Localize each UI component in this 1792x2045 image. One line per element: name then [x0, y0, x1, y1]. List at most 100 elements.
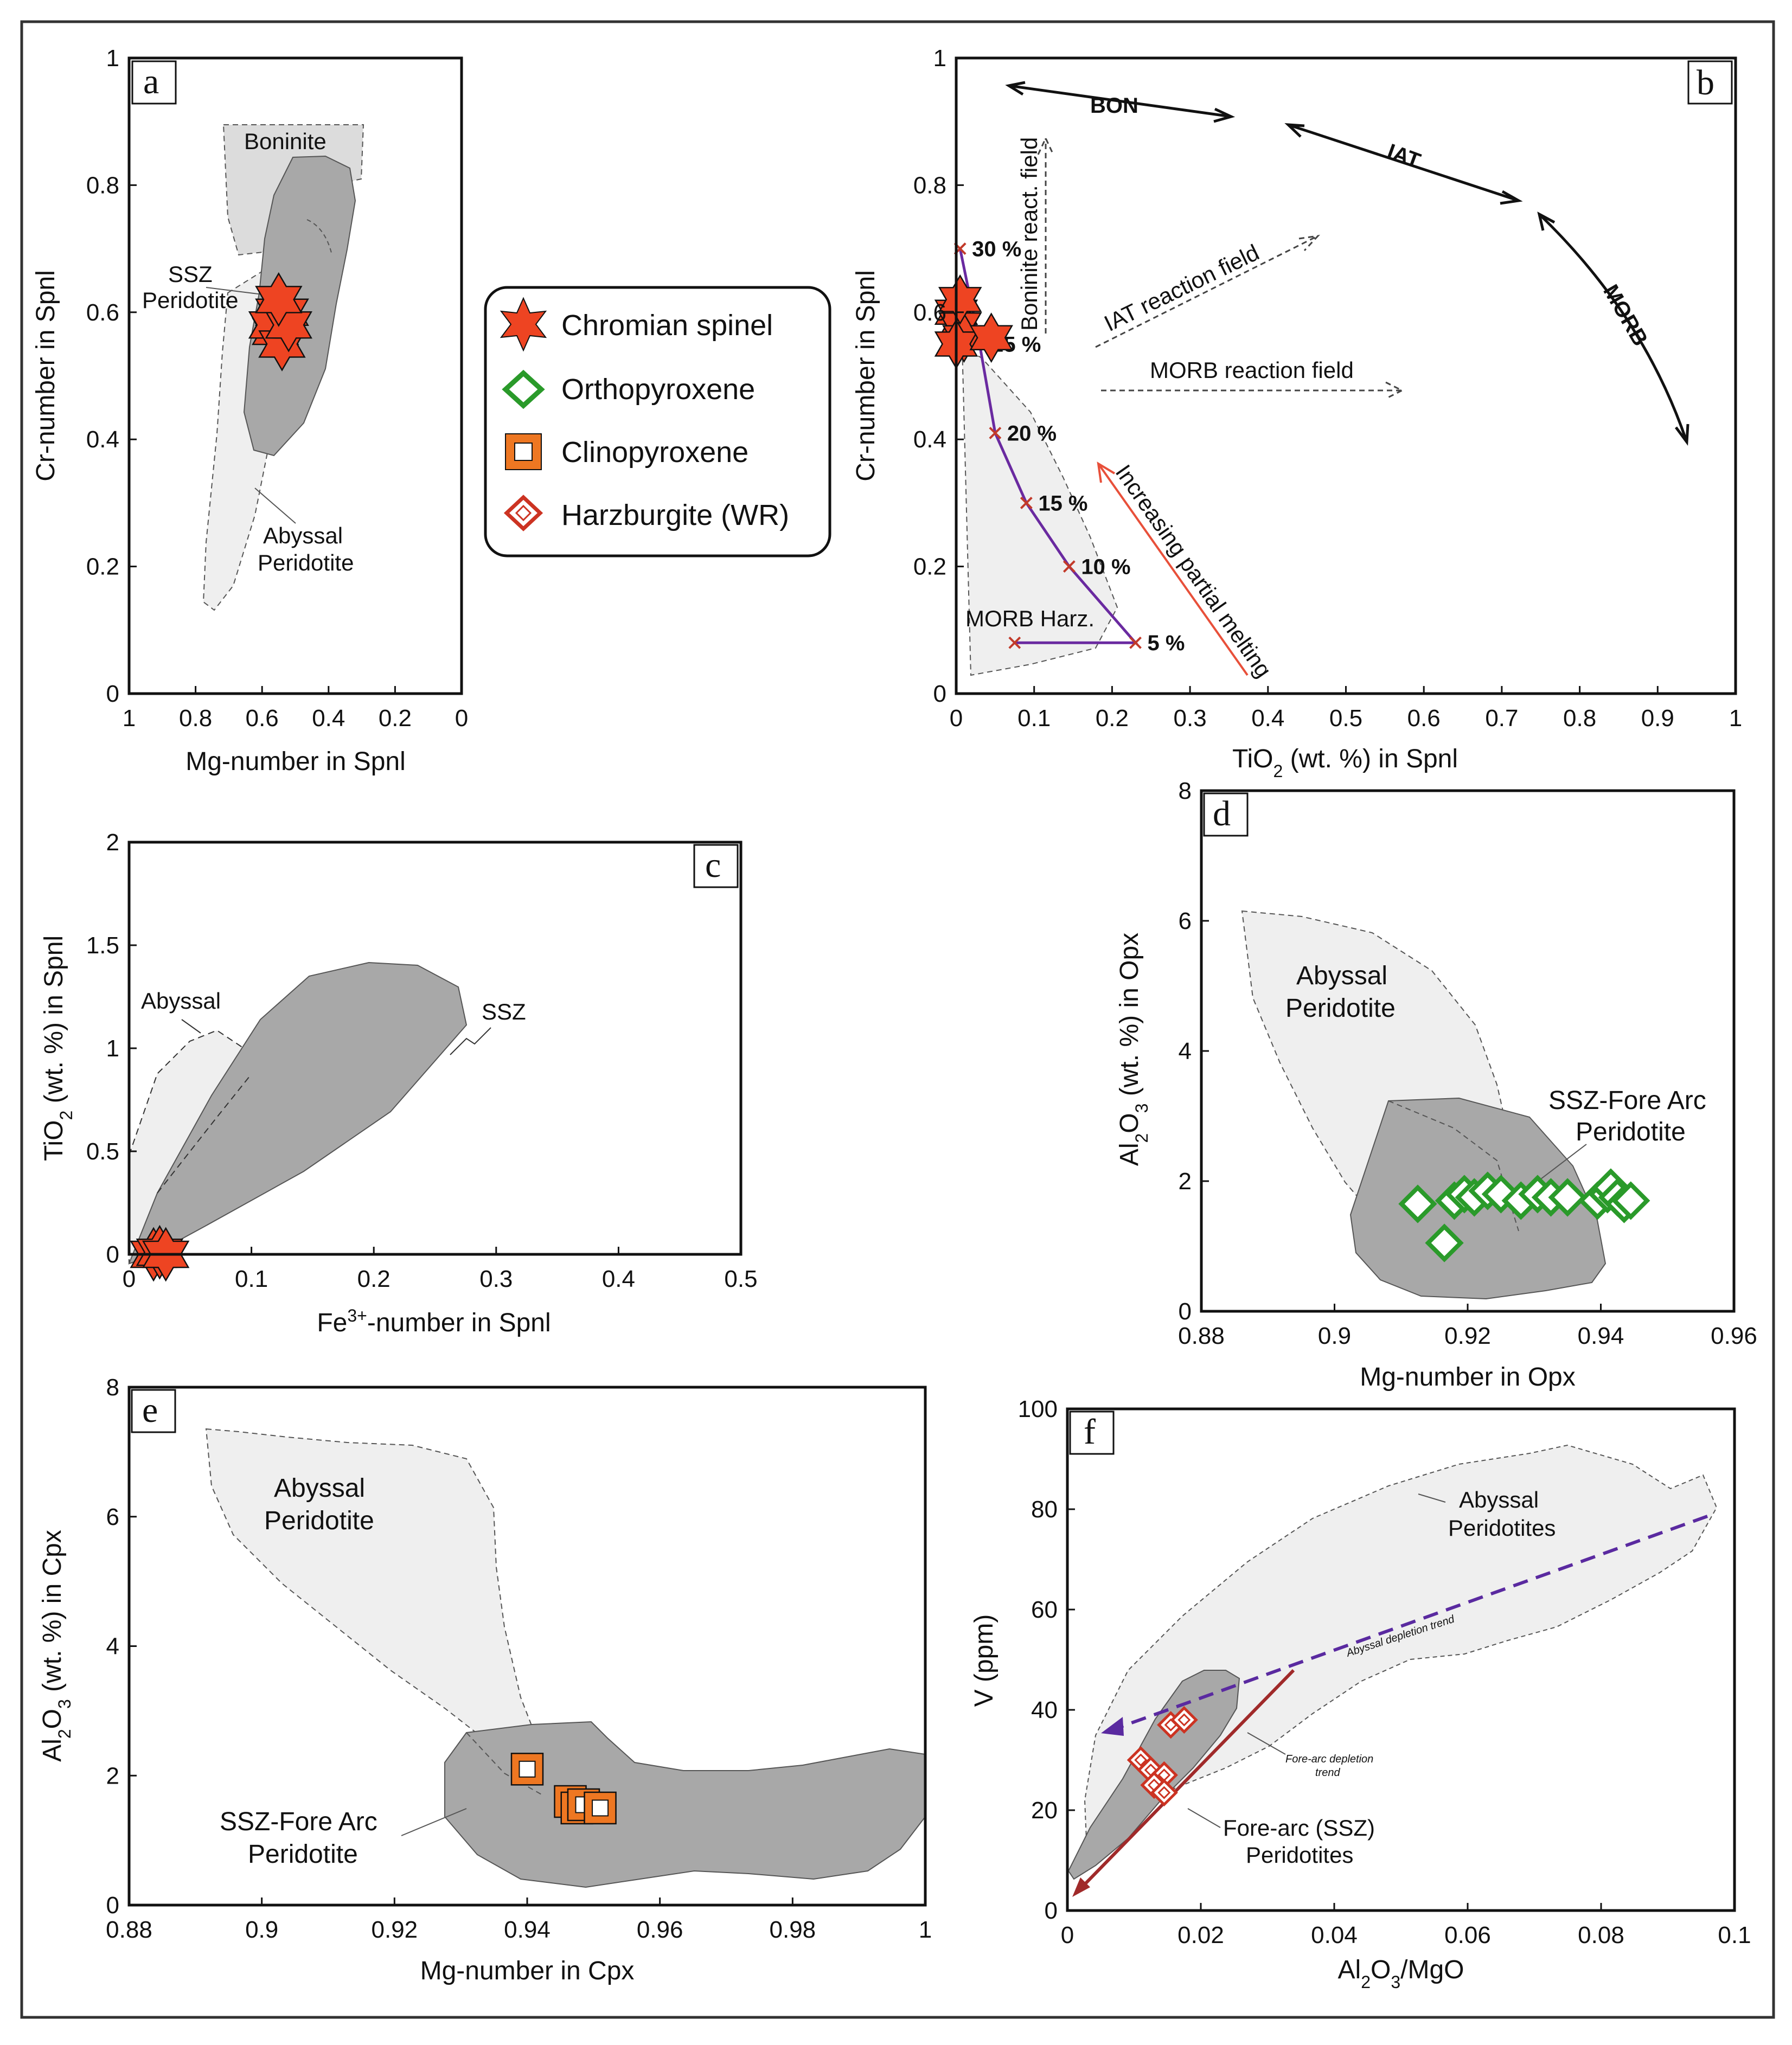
panel-e-ytick-label: 6: [106, 1504, 119, 1530]
panel-f-forearc-trend-label: Fore-arc depletion: [1285, 1753, 1373, 1765]
legend-item-harzburgite: Harzburgite (WR): [561, 499, 789, 531]
panel-f-wr-point-inner: [1157, 1786, 1171, 1799]
panel-d-letter: d: [1213, 794, 1231, 834]
panel-b-boninite-react-label: Boninite react. field: [1016, 137, 1042, 331]
panel-f-ytick-label: 80: [1031, 1496, 1058, 1523]
panel-f-letter-box: [1069, 1411, 1115, 1455]
panel-c-xtick-label: 0.2: [357, 1266, 391, 1292]
panel-e-xtick-label: 0.92: [372, 1916, 418, 1943]
panel-b-melting-arrow: [1097, 461, 1249, 676]
panel-d-field-ssz-peridotite: Peridotite: [1576, 1118, 1686, 1146]
panel-a-ytick-label: 0: [106, 681, 119, 707]
panel-c-points: [130, 1225, 190, 1282]
panel-b-melting-label: 30 %: [972, 238, 1021, 261]
panel-f-frame: [1066, 1407, 1736, 1912]
panel-e-letter-box: [131, 1389, 176, 1433]
panel-e-field-ssz: SSZ-Fore Arc: [220, 1807, 377, 1836]
panel-b-xtick-label: 0.8: [1563, 705, 1596, 732]
panel-c-abyssal-overlap-line: [157, 1076, 250, 1194]
panel-b-morb-trend-arrow: [1537, 211, 1689, 446]
panel-d-ticks: 0.88 0.9 0.92 0.94 0.96 0 2 4 6 8: [1178, 778, 1757, 1349]
panel-b-xtick-label: 1: [1729, 705, 1742, 732]
panel-a-points: [248, 272, 312, 371]
panel-b-ytick-label: 0.4: [913, 426, 946, 453]
panel-a-field-boninite: Boninite: [244, 129, 327, 154]
panel-f: Abyssal depletion trend Fore-arc depleti…: [970, 1396, 1751, 1992]
panel-b-melting-label: 10 %: [1081, 555, 1130, 579]
panel-f-ytick-label: 40: [1031, 1697, 1058, 1723]
panel-f-xtick-label: 0.06: [1444, 1922, 1491, 1948]
panel-c-ytick-label: 0: [106, 1241, 119, 1268]
panel-b-ytick-label: 0.6: [913, 299, 946, 326]
legend-item-orthopyroxene: Orthopyroxene: [561, 373, 755, 406]
panel-b-xtick-label: 0.5: [1329, 705, 1362, 732]
panel-e-ytick-label: 0: [106, 1892, 119, 1919]
panel-b-bon-label: BON: [1090, 94, 1138, 118]
panel-c-ytick-label: 1: [106, 1035, 119, 1062]
panel-e-xtick-label: 0.98: [770, 1916, 816, 1943]
panel-e-xtick-label: 1: [919, 1916, 932, 1943]
panel-c-xtick-label: 0.4: [602, 1266, 635, 1292]
panel-f-ytick-label: 60: [1031, 1597, 1058, 1623]
panel-a-ytick-label: 0.2: [86, 554, 119, 580]
panel-e-xtick-label: 0.94: [504, 1916, 551, 1943]
panel-b-letter-box: [1687, 60, 1733, 105]
panel-c-letter: c: [705, 845, 721, 885]
panel-b-xtick-label: 0.1: [1017, 705, 1051, 732]
panel-a-ssz-inner-line: [306, 219, 332, 255]
panel-a-xtick-label: 0.4: [312, 705, 345, 732]
panel-d-xlabel: Mg-number in Opx: [1360, 1363, 1575, 1392]
panel-b-melting-cross: [1129, 636, 1142, 649]
panel-e-field-abyssal: Abyssal: [274, 1474, 365, 1503]
panel-f-letter: f: [1084, 1412, 1096, 1452]
panel-d-ytick-label: 0: [1179, 1298, 1192, 1325]
panel-a-xtick-label: 0: [455, 705, 468, 732]
panel-d-opx-point: [1548, 1178, 1587, 1217]
panel-f-field-abyssal-peridotites: Peridotites: [1448, 1515, 1556, 1541]
panel-b-xtick-label: 0.9: [1641, 705, 1674, 732]
panel-e-xlabel: Mg-number in Cpx: [420, 1957, 635, 1985]
panel-d-opx-point: [1611, 1181, 1650, 1220]
panel-c-xtick-label: 0: [123, 1266, 136, 1292]
panel-b-xtick-label: 0.3: [1174, 705, 1207, 732]
panel-b-ytick-label: 0.2: [913, 554, 946, 580]
panel-f-xtick-label: 0.02: [1177, 1922, 1224, 1948]
panel-d-xtick-label: 0.88: [1178, 1323, 1225, 1349]
panel-b-spinel-point: [969, 312, 1013, 363]
panel-f-ticks: 0 0.02 0.04 0.06 0.08 0.1 0 20 40 60 80 100: [1018, 1396, 1751, 1948]
panel-f-forearc-trend-arrowhead: [1072, 1877, 1090, 1897]
panel-b-iat-arrow: [1095, 234, 1320, 348]
panel-a-xtick-label: 1: [123, 705, 136, 732]
panel-b-melting-label: 20 %: [1007, 421, 1057, 445]
legend-open-diamond-icon-inner: [515, 504, 532, 522]
panel-e-ticks: 0.88 0.9 0.92 0.94 0.96 0.98 1 0 2 4 6 8: [106, 1374, 932, 1943]
panel-f-ytick-label: 100: [1018, 1396, 1058, 1422]
panel-b-xtick-label: 0.2: [1096, 705, 1129, 732]
panel-d-xtick-label: 0.9: [1318, 1323, 1351, 1349]
panel-d-opx-point: [1425, 1223, 1464, 1262]
panel-c-field-abyssal: Abyssal: [141, 988, 221, 1014]
panel-b-melting-cross: [1008, 636, 1021, 649]
panel-f-abyssal-leader: [1418, 1493, 1446, 1503]
panel-b-melting-crosses: 5 %10 %15 %20 %25 %30 %: [953, 238, 1185, 655]
panel-e-xtick-label: 0.96: [637, 1916, 683, 1943]
panel-b-bon-arrow: [1005, 81, 1236, 123]
panel-a-ylabel: Cr-number in Spnl: [31, 270, 60, 481]
panel-d-xtick-label: 0.92: [1444, 1323, 1491, 1349]
panel-c-ytick-label: 2: [106, 829, 119, 856]
panel-f-xtick-label: 0.1: [1718, 1922, 1751, 1948]
panel-b-ytick-label: 1: [933, 45, 946, 72]
panel-b-points: [934, 274, 1013, 369]
panel-a-xtick-label: 0.8: [179, 705, 212, 732]
panel-c: Abyssal SSZ 0 0.1 0.2 0.3 0.4 0.500.511.52 c …: [40, 829, 758, 1337]
panel-e-cpx-point-inner: [592, 1799, 609, 1817]
panel-e-field-abyssal-peridotite: Peridotite: [264, 1506, 374, 1535]
legend-item-chromian-spinel: Chromian spinel: [561, 309, 773, 342]
panel-d-ytick-label: 4: [1179, 1038, 1192, 1065]
legend-diamond-icon: [502, 369, 545, 409]
panel-b-melting-cross: [1063, 560, 1076, 573]
panel-a-ytick-label: 0.8: [86, 172, 119, 198]
panel-b-iat-trend-arrow: [1284, 123, 1523, 205]
panel-e-points: [510, 1753, 617, 1825]
